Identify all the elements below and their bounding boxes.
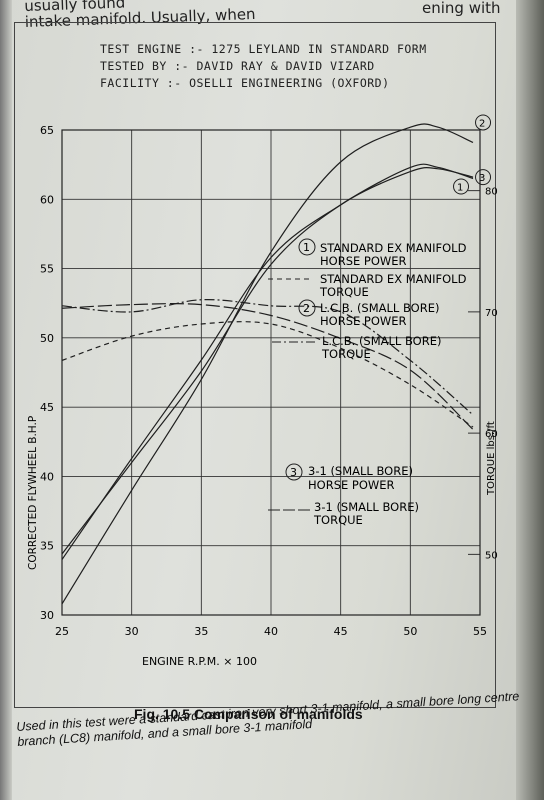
legend-label-3b: HORSE POWER: [308, 478, 395, 492]
legend-marker-2: [298, 299, 316, 317]
y-tick-65: 65: [40, 124, 54, 137]
legend-label-1b: HORSE POWER: [320, 254, 407, 268]
legend-number-1: 1: [303, 241, 310, 254]
legend-label-3ta: 3-1 (SMALL BORE): [314, 500, 419, 514]
legend-marker-3: [285, 463, 303, 481]
legend-label-1ta: STANDARD EX MANIFOLD: [320, 272, 467, 286]
figure-frame: [14, 22, 496, 708]
legend-label-2b: HORSE POWER: [320, 314, 407, 328]
series-line-2: [61, 123, 474, 605]
series-end-label-2: 2: [479, 118, 485, 129]
legend-number-2: 2: [303, 302, 310, 315]
series-end-label-3: 3: [479, 173, 485, 184]
series-line-3: [61, 166, 474, 555]
chart-svg: 123 25 30 35 40 45 50 553035404550556065506070…: [27, 114, 498, 668]
legend-label-1tb: TORQUE: [319, 285, 369, 299]
page-edge: [516, 0, 544, 800]
grid-lines: [61, 129, 481, 616]
legend-number-3: 3: [290, 466, 297, 479]
x-tick-35: 35: [194, 625, 208, 638]
figure-caption-title: Fig. 10.5 Comparison of manifolds: [134, 706, 363, 722]
x-tick-55: 55: [473, 625, 487, 638]
series-end-marker-2: [475, 114, 492, 131]
y-tick-35: 35: [40, 540, 54, 553]
legend-label-1a: STANDARD EX MANIFOLD: [320, 241, 467, 255]
series-end-label-1: 1: [457, 183, 463, 194]
y-tick-55: 55: [40, 263, 54, 276]
legend: 1 STANDARD EX MANIFOLD HORSE POWER STAND…: [268, 238, 467, 527]
header-line3: FACILITY :- OSELLI ENGINEERING (OXFORD): [100, 76, 390, 90]
legend-label-2a: L.C.B. (SMALL BORE): [320, 301, 439, 315]
preceding-text-right: ening with: [422, 0, 501, 17]
y-axis-label: CORRECTED FLYWHEEL B.H.P: [27, 416, 39, 570]
y2-tick-60: 60: [485, 429, 498, 440]
series-end-marker-3: [475, 169, 492, 186]
y2-tick-70: 70: [485, 308, 498, 319]
book-spine: [0, 0, 12, 800]
series-line-5: [61, 299, 474, 416]
series-layer: 1 2 3: [61, 114, 492, 605]
y-tick-45: 45: [40, 401, 54, 414]
y2-axis-label: TORQUE lbs./ft: [486, 421, 497, 496]
y-tick-50: 50: [40, 332, 54, 345]
series-line-6: [61, 303, 474, 430]
legend-marker-1: [298, 238, 316, 256]
preceding-text: usually found intake manifold. Usually, …: [24, 0, 501, 31]
legend-label-2ta: L.C.B. (SMALL BORE): [322, 334, 441, 348]
legend-label-3a: 3-1 (SMALL BORE): [308, 464, 413, 478]
x-tick-30: 30: [125, 625, 139, 638]
x-tick-50: 50: [403, 625, 417, 638]
x-tick-45: 45: [334, 625, 348, 638]
plot-border: [61, 129, 481, 616]
y-tick-30: 30: [40, 609, 54, 622]
y-tick-60: 60: [40, 193, 54, 206]
series-end-marker-1: [453, 178, 470, 195]
legend-label-3tb: TORQUE: [313, 513, 363, 527]
header-line1: TEST ENGINE :- 1275 LEYLAND IN STANDARD …: [100, 42, 427, 56]
header-line2: TESTED BY :- DAVID RAY & DAVID VIZARD: [100, 59, 375, 73]
y-tick-40: 40: [40, 470, 54, 483]
series-line-1: [61, 163, 474, 560]
x-tick-40: 40: [264, 625, 278, 638]
x-axis-label: ENGINE R.P.M. × 100: [142, 655, 257, 668]
legend-label-2tb: TORQUE: [321, 347, 371, 361]
x-tick-25: 25: [55, 625, 69, 638]
y2-tick-80: 80: [485, 187, 498, 198]
series-line-4: [61, 321, 474, 428]
y2-tick-50: 50: [485, 550, 498, 561]
